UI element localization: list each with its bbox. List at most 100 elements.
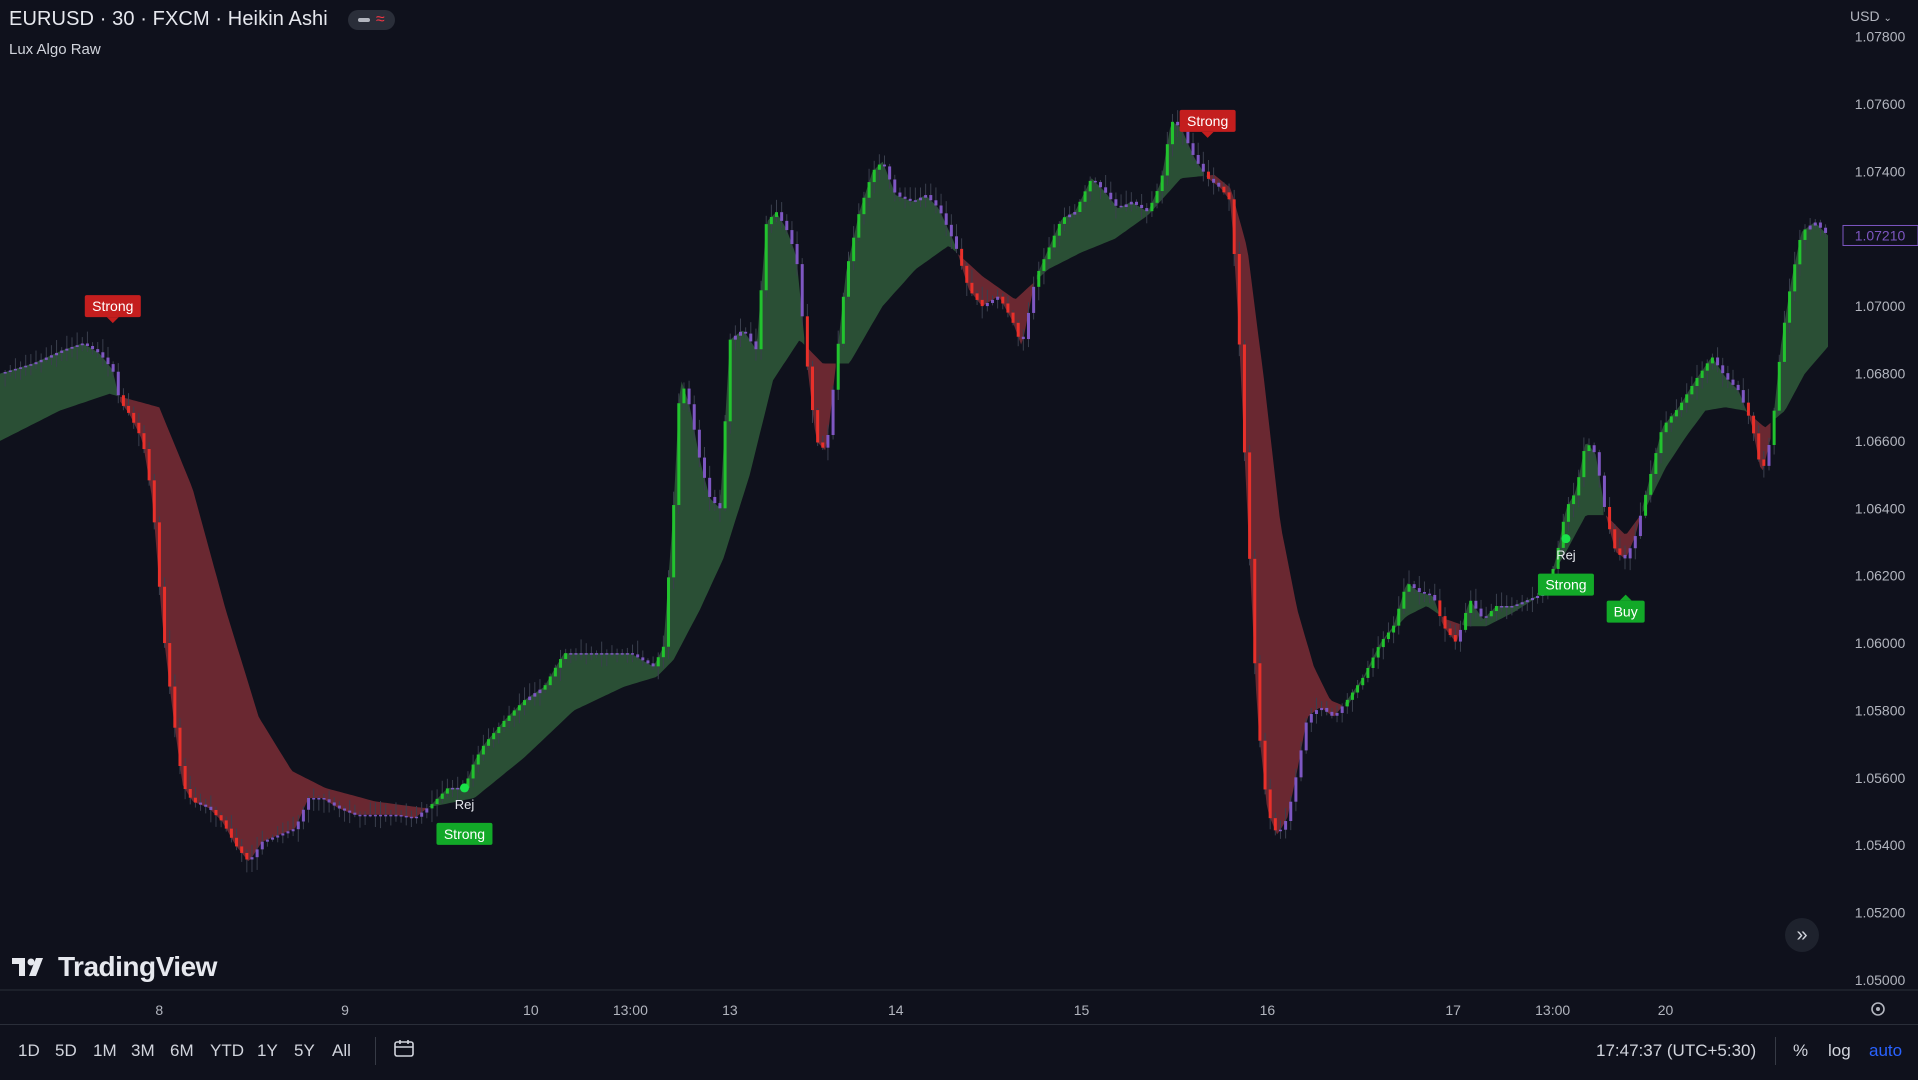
candle-body — [1278, 829, 1282, 832]
candle-body — [1530, 598, 1534, 601]
settings-gear-icon[interactable] — [1871, 1002, 1885, 1016]
calendar-icon — [394, 1040, 414, 1057]
calendar-range-button[interactable] — [393, 1039, 415, 1064]
candle-body — [1129, 201, 1133, 205]
currency-select[interactable]: USD ⌄ — [1850, 8, 1892, 24]
candle-body — [204, 804, 208, 807]
candle-body — [1381, 639, 1385, 648]
symbol-title[interactable]: EURUSD · 30 · FXCM · Heikin Ashi — [9, 8, 328, 30]
logo-text: TradingView — [58, 951, 217, 982]
range-button-1m[interactable]: 1M — [93, 1041, 117, 1060]
candle-body — [1613, 529, 1617, 549]
candle-body — [415, 816, 419, 819]
candle-body — [1618, 548, 1622, 555]
candle-body — [990, 299, 994, 303]
clock-time[interactable]: 17:47:37 (UTC+5:30) — [1596, 1041, 1757, 1060]
range-button-1d[interactable]: 1D — [18, 1041, 40, 1060]
price-tick-label: 1.06400 — [1855, 500, 1906, 516]
candle-body — [1536, 595, 1540, 599]
candle-body — [394, 814, 398, 817]
candle-body — [898, 192, 902, 197]
signal-pointer — [1201, 131, 1214, 138]
candle-body — [1314, 710, 1318, 714]
log-toggle[interactable]: log — [1828, 1041, 1851, 1060]
price-chart[interactable]: Strong Strong Rej Strong Rej Strong Buy 1.0780… — [0, 0, 1918, 1024]
signal-sell-0[interactable]: Strong — [84, 295, 141, 324]
price-tick-label: 1.07800 — [1855, 29, 1906, 45]
candle-body — [769, 216, 773, 225]
range-button-all[interactable]: All — [332, 1041, 351, 1060]
candle-body — [1191, 143, 1195, 155]
signal-sell-1[interactable]: Strong — [1179, 109, 1236, 138]
range-button-5y[interactable]: 5Y — [294, 1041, 315, 1060]
candle-body — [718, 503, 722, 509]
candle-body — [209, 806, 213, 810]
candle-body — [764, 224, 768, 291]
candle-body — [929, 195, 933, 201]
range-button-6m[interactable]: 6M — [170, 1041, 194, 1060]
candle-body — [1721, 365, 1725, 374]
chart-header: EURUSD · 30 · FXCM · Heikin Ashi ≈ — [9, 8, 395, 31]
candle-body — [1664, 422, 1668, 433]
candle-body — [1638, 515, 1642, 537]
price-tick-label: 1.05000 — [1855, 972, 1906, 988]
candle-body — [466, 778, 470, 788]
candle-body — [1752, 415, 1756, 434]
range-button-3m[interactable]: 3M — [131, 1041, 155, 1060]
candle-body — [641, 657, 645, 661]
candle-body — [1818, 222, 1822, 228]
scroll-to-realtime-button[interactable]: » — [1785, 918, 1819, 952]
price-axis[interactable]: 1.078001.076001.074001.072001.070001.068… — [1842, 29, 1918, 988]
candle-body — [1366, 667, 1370, 678]
candle-body — [1032, 286, 1036, 313]
bear-cloud — [807, 347, 836, 451]
wave-icon: ≈ — [375, 10, 385, 28]
auto-toggle[interactable]: auto — [1869, 1041, 1903, 1060]
candle-body — [358, 814, 362, 817]
signal-buy-2[interactable]: Rej Strong — [436, 783, 493, 845]
candle-body — [507, 715, 511, 721]
candle-body — [343, 808, 347, 811]
candle-body — [1284, 821, 1288, 830]
candle-body — [1155, 191, 1159, 203]
tradingview-logo[interactable]: TradingView — [12, 951, 217, 983]
candle-body — [106, 357, 110, 365]
candle-body — [944, 213, 948, 225]
range-button-ytd[interactable]: YTD — [210, 1041, 244, 1060]
candle-body — [1788, 291, 1792, 323]
candle-body — [1294, 777, 1298, 802]
candle-body — [332, 802, 336, 806]
candle-body — [882, 164, 886, 167]
candle-body — [49, 355, 53, 358]
legend-toggle[interactable]: ≈ — [347, 9, 395, 30]
candle-body — [1515, 604, 1519, 606]
signal-buy-4[interactable]: Buy — [1606, 594, 1645, 623]
candle-body — [831, 389, 835, 435]
candle-body — [970, 282, 974, 294]
percent-toggle[interactable]: % — [1793, 1041, 1809, 1060]
candle-body — [96, 349, 100, 353]
candle-body — [430, 804, 434, 809]
candle-body — [1217, 182, 1221, 187]
candle-body — [1371, 657, 1375, 668]
candle-body — [1093, 180, 1097, 183]
range-button-5d[interactable]: 5D — [55, 1041, 77, 1060]
candle-body — [1793, 264, 1797, 292]
price-tick-label: 1.06800 — [1855, 366, 1906, 382]
time-axis[interactable]: 8 9 10 13:00 13 14 15 16 17 13:00 20 — [0, 989, 1918, 1024]
candle-body — [1438, 600, 1442, 617]
candle-body — [1350, 692, 1354, 700]
candle-body — [682, 388, 686, 404]
candle-body — [579, 653, 583, 655]
candle-body — [497, 727, 501, 734]
candle-body — [435, 798, 439, 805]
candle-body — [1006, 303, 1010, 313]
candle-body — [286, 831, 290, 834]
indicator-title[interactable]: Lux Algo Raw — [9, 41, 101, 58]
candle-body — [744, 331, 748, 334]
candle-body — [1078, 201, 1082, 212]
range-button-1y[interactable]: 1Y — [257, 1041, 278, 1060]
candle-body — [132, 412, 136, 423]
candle-body — [1561, 521, 1565, 548]
signal-buy-3[interactable]: Rej Strong — [1537, 534, 1594, 596]
